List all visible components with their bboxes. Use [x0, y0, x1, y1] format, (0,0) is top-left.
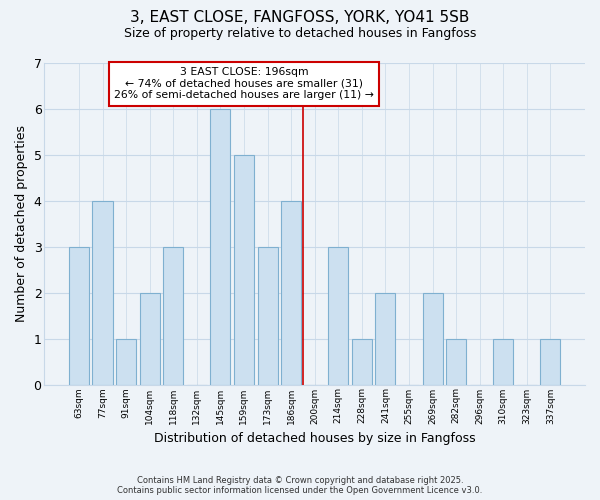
Bar: [92, 200, 113, 384]
Bar: [328, 246, 348, 384]
Bar: [422, 292, 443, 384]
Bar: [140, 292, 160, 384]
Y-axis label: Number of detached properties: Number of detached properties: [15, 125, 28, 322]
Text: 3, EAST CLOSE, FANGFOSS, YORK, YO41 5SB: 3, EAST CLOSE, FANGFOSS, YORK, YO41 5SB: [130, 10, 470, 25]
Text: 3 EAST CLOSE: 196sqm
← 74% of detached houses are smaller (31)
26% of semi-detac: 3 EAST CLOSE: 196sqm ← 74% of detached h…: [114, 67, 374, 100]
Bar: [69, 246, 89, 384]
Bar: [163, 246, 183, 384]
Bar: [116, 338, 136, 384]
Bar: [376, 292, 395, 384]
X-axis label: Distribution of detached houses by size in Fangfoss: Distribution of detached houses by size …: [154, 432, 475, 445]
Bar: [281, 200, 301, 384]
Text: Contains HM Land Registry data © Crown copyright and database right 2025.
Contai: Contains HM Land Registry data © Crown c…: [118, 476, 482, 495]
Bar: [211, 108, 230, 384]
Bar: [446, 338, 466, 384]
Text: Size of property relative to detached houses in Fangfoss: Size of property relative to detached ho…: [124, 28, 476, 40]
Bar: [493, 338, 513, 384]
Bar: [234, 154, 254, 384]
Bar: [352, 338, 372, 384]
Bar: [541, 338, 560, 384]
Bar: [257, 246, 278, 384]
